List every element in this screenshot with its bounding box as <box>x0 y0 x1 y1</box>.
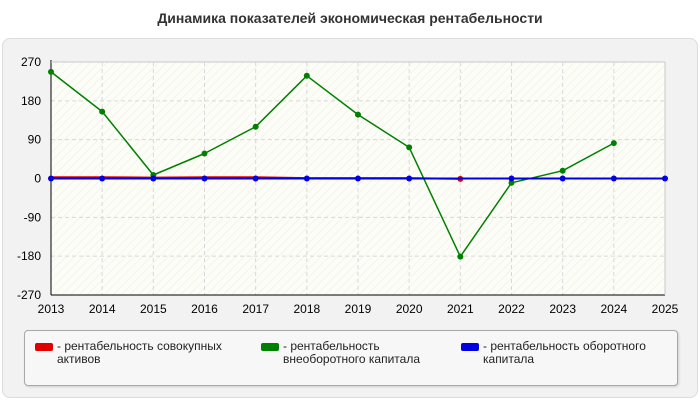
x-tick-label: 2021 <box>447 302 474 316</box>
y-tick-label: 0 <box>34 172 41 186</box>
series-point-1 <box>201 150 208 157</box>
series-point-2 <box>610 175 617 182</box>
legend-label-working-capital: - рентабельность оборотного капитала <box>483 339 646 366</box>
x-tick-label: 2016 <box>191 302 218 316</box>
x-tick-label: 2013 <box>38 302 65 316</box>
series-point-1 <box>508 179 515 186</box>
x-tick-label: 2023 <box>549 302 576 316</box>
series-point-2 <box>303 175 310 182</box>
y-tick-label: -270 <box>17 288 41 302</box>
x-tick-label: 2020 <box>396 302 423 316</box>
legend-item-total-assets: - рентабельность совокупных активов <box>35 340 222 366</box>
series-point-1 <box>559 167 566 174</box>
legend-swatch-working-capital <box>461 343 479 351</box>
series-point-2 <box>662 175 668 182</box>
chart-legend: - рентабельность совокупных активов - ре… <box>24 330 678 386</box>
series-point-1 <box>457 253 464 260</box>
series-point-2 <box>406 175 413 182</box>
series-point-1 <box>48 68 54 75</box>
legend-swatch-fixed-capital <box>261 343 279 351</box>
series-point-2 <box>559 175 566 182</box>
x-tick-label: 2022 <box>498 302 525 316</box>
x-tick-label: 2017 <box>242 302 269 316</box>
series-point-2 <box>48 175 54 182</box>
x-tick-label: 2024 <box>600 302 627 316</box>
series-point-2 <box>201 175 208 182</box>
legend-item-fixed-capital: - рентабельность внеоборотного капитала <box>261 340 420 366</box>
series-point-2 <box>508 175 515 182</box>
x-tick-label: 2014 <box>89 302 116 316</box>
series-point-1 <box>610 140 617 147</box>
legend-label-total-assets: - рентабельность совокупных активов <box>57 339 222 366</box>
y-tick-label: -90 <box>24 210 42 224</box>
series-point-2 <box>252 175 259 182</box>
x-tick-label: 2025 <box>652 302 679 316</box>
y-tick-label: 180 <box>21 94 41 108</box>
x-tick-label: 2015 <box>140 302 167 316</box>
series-point-1 <box>355 111 361 118</box>
legend-item-working-capital: - рентабельность оборотного капитала <box>461 340 646 366</box>
x-tick-label: 2018 <box>293 302 320 316</box>
series-point-2 <box>150 175 157 182</box>
y-tick-label: -180 <box>17 249 41 263</box>
series-point-1 <box>303 72 310 79</box>
y-tick-label: 270 <box>21 55 41 69</box>
series-line-1 <box>50 71 615 258</box>
series-point-1 <box>252 123 259 130</box>
y-tick-label: 90 <box>28 133 42 147</box>
x-tick-label: 2019 <box>345 302 372 316</box>
chart-title: Динамика показателей экономическая рента… <box>157 10 543 26</box>
series-point-2 <box>99 175 106 182</box>
series-point-1 <box>99 108 106 115</box>
series-point-1 <box>406 144 413 151</box>
legend-label-fixed-capital: - рентабельность внеоборотного капитала <box>283 339 420 366</box>
legend-swatch-total-assets <box>35 343 53 351</box>
series-point-2 <box>355 175 361 182</box>
